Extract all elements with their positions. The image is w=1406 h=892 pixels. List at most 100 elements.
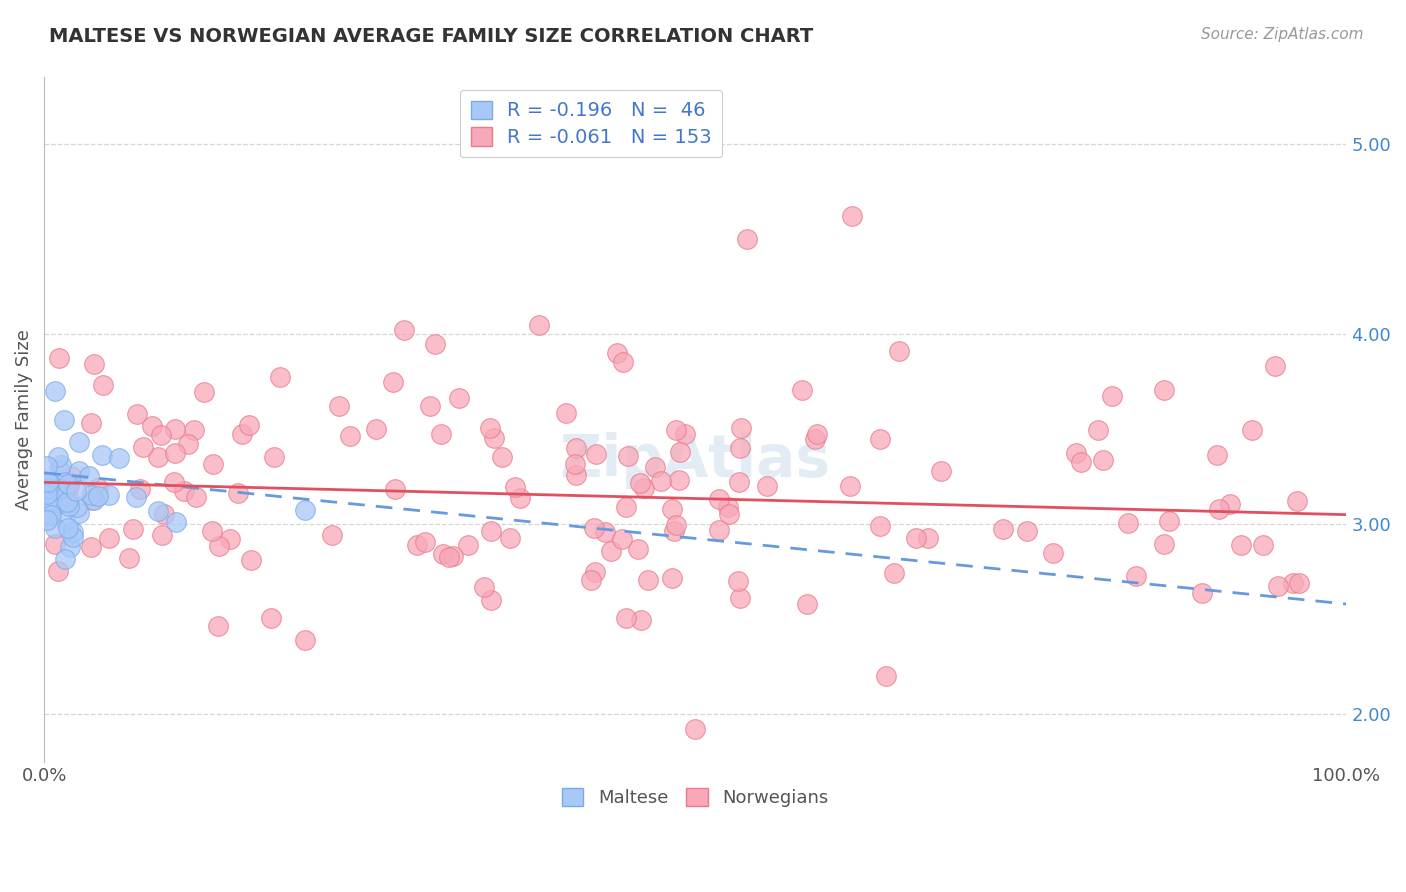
Point [1116,516,1139,530]
Point [263,450,285,464]
Point [65,500,87,514]
Point [339,429,361,443]
Point [875,668,897,682]
Point [86,482,108,496]
Point [499,531,522,545]
Point [633,481,655,495]
Point [321,528,343,542]
Point [35,512,58,526]
Point [98,531,121,545]
Point [49,496,72,510]
Point [193,385,215,400]
Point [77,469,100,483]
Point [62,524,84,539]
Point [796,597,818,611]
Point [413,535,436,549]
Point [1219,497,1241,511]
Point [1264,359,1286,373]
Point [228,486,250,500]
Point [430,426,453,441]
Point [48,462,70,476]
Point [59,540,82,554]
Point [65,484,87,499]
Point [56,521,79,535]
Point [661,502,683,516]
Point [1240,423,1263,437]
Point [668,473,690,487]
Point [93,378,115,392]
Point [806,427,828,442]
Point [883,566,905,580]
Point [83,493,105,508]
Point [118,551,141,566]
Point [630,613,652,627]
Point [565,467,588,482]
Point [1070,455,1092,469]
Point [472,580,495,594]
Point [1208,502,1230,516]
Point [717,500,740,514]
Point [173,484,195,499]
Point [125,407,148,421]
Point [491,450,513,465]
Point [1206,448,1229,462]
Point [62,530,84,544]
Point [201,524,224,539]
Point [661,571,683,585]
Point [52,412,75,426]
Point [90,448,112,462]
Point [929,465,952,479]
Point [129,482,152,496]
Point [650,475,672,489]
Point [44,537,66,551]
Point [38,507,60,521]
Point [55,494,77,508]
Point [503,479,526,493]
Point [207,619,229,633]
Point [124,491,146,505]
Point [381,375,404,389]
Point [593,524,616,539]
Point [44,384,66,398]
Point [1087,423,1109,437]
Point [564,441,586,455]
Point [294,633,316,648]
Point [41,493,63,508]
Point [419,400,441,414]
Point [1042,546,1064,560]
Text: Source: ZipAtlas.com: Source: ZipAtlas.com [1201,27,1364,42]
Point [727,574,749,589]
Point [423,336,446,351]
Point [83,358,105,372]
Point [612,355,634,369]
Point [177,437,200,451]
Point [662,524,685,538]
Point [614,611,637,625]
Point [917,531,939,545]
Point [527,318,550,332]
Point [56,476,79,491]
Point [637,573,659,587]
Y-axis label: Average Family Size: Average Family Size [15,329,32,510]
Point [841,209,863,223]
Point [478,421,501,435]
Point [1064,446,1087,460]
Point [838,479,860,493]
Point [439,549,461,564]
Point [628,475,651,490]
Point [717,508,740,522]
Point [1285,494,1308,508]
Point [479,524,502,538]
Legend: Maltese, Norwegians: Maltese, Norwegians [554,780,837,814]
Point [1253,538,1275,552]
Point [239,553,262,567]
Point [1125,568,1147,582]
Point [46,450,69,465]
Point [183,423,205,437]
Point [35,459,58,474]
Point [405,538,427,552]
Point [579,574,602,588]
Point [709,492,731,507]
Point [610,532,633,546]
Point [683,723,706,737]
